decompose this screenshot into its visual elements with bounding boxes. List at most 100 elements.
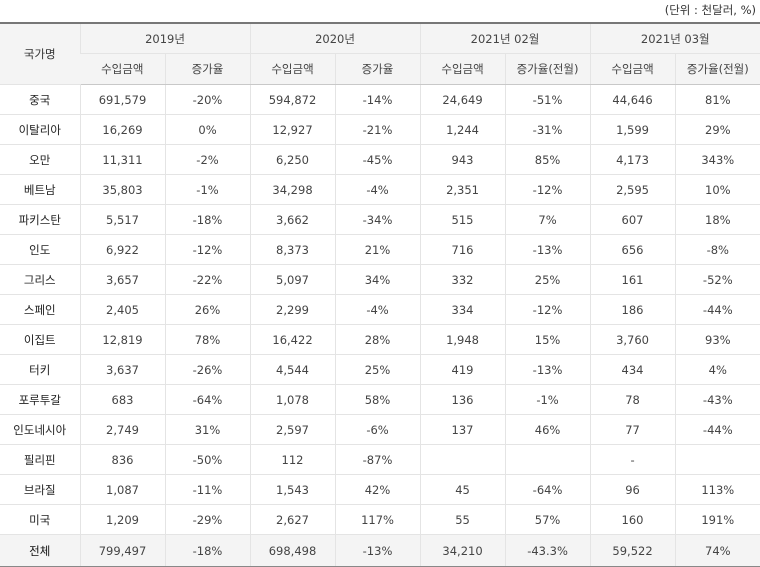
growth-rate-cell: -51%: [504, 84, 591, 115]
import-amount-cell: 1,244: [419, 114, 506, 145]
subheader-growth-rate: 증가율(전월): [504, 53, 591, 85]
growth-rate-cell: 15%: [504, 324, 591, 355]
table-row: 스페인 2,405 26% 2,299 -4% 334 -12% 186 -44%: [0, 294, 760, 325]
import-amount-cell: 59,522: [589, 534, 676, 567]
import-amount-cell: 1,209: [79, 504, 165, 535]
growth-rate-cell: -4%: [334, 174, 421, 205]
growth-rate-cell: -43%: [674, 384, 760, 415]
import-amount-cell: 34,298: [249, 174, 336, 205]
country-name: 오만: [0, 144, 80, 175]
country-name: 이탈리아: [0, 114, 80, 145]
growth-rate-cell: -43.3%: [504, 534, 591, 567]
growth-rate-cell: 85%: [504, 144, 591, 175]
import-amount-cell: 799,497: [79, 534, 165, 567]
country-name: 스페인: [0, 294, 80, 325]
table-row: 포루투갈 683 -64% 1,078 58% 136 -1% 78 -43%: [0, 384, 760, 415]
subheader-growth-rate: 증가율(전월): [674, 53, 760, 85]
growth-rate-cell: -6%: [334, 414, 421, 445]
growth-rate-cell: 78%: [164, 324, 251, 355]
growth-rate-cell: -13%: [334, 534, 421, 567]
import-amount-cell: 607: [589, 204, 676, 235]
import-amount-cell: 4,544: [249, 354, 336, 385]
import-amount-cell: 2,627: [249, 504, 336, 535]
country-name: 인도네시아: [0, 414, 80, 445]
growth-rate-cell: 10%: [674, 174, 760, 205]
growth-rate-cell: 42%: [334, 474, 421, 505]
growth-rate-cell: 25%: [504, 264, 591, 295]
import-amount-cell: 698,498: [249, 534, 336, 567]
import-amount-cell: 434: [589, 354, 676, 385]
import-amount-cell: 45: [419, 474, 506, 505]
growth-rate-cell: 26%: [164, 294, 251, 325]
import-amount-cell: -: [589, 444, 676, 475]
import-amount-cell: 160: [589, 504, 676, 535]
growth-rate-cell: -44%: [674, 414, 760, 445]
period-header: 2019년: [79, 22, 251, 54]
import-amount-cell: 1,543: [249, 474, 336, 505]
country-name: 중국: [0, 84, 80, 115]
period-header: 2020년: [249, 22, 421, 54]
growth-rate-cell: 57%: [504, 504, 591, 535]
import-amount-cell: 2,749: [79, 414, 165, 445]
import-amount-cell: 112: [249, 444, 336, 475]
import-amount-cell: 2,405: [79, 294, 165, 325]
import-amount-cell: 77: [589, 414, 676, 445]
growth-rate-cell: -20%: [164, 84, 251, 115]
import-amount-cell: 1,087: [79, 474, 165, 505]
growth-rate-cell: -12%: [164, 234, 251, 265]
import-amount-cell: 16,269: [79, 114, 165, 145]
growth-rate-cell: 34%: [334, 264, 421, 295]
period-header: 2021년 02월: [419, 22, 591, 54]
table-row: 필리핀 836 -50% 112 -87% -: [0, 444, 760, 475]
growth-rate-cell: [674, 444, 760, 475]
growth-rate-cell: 117%: [334, 504, 421, 535]
country-column-header: 국가명: [0, 22, 80, 85]
subheader-import-amount: 수입금액: [80, 53, 165, 85]
growth-rate-cell: 29%: [674, 114, 760, 145]
period-header: 2021년 03월: [589, 22, 760, 54]
import-amount-cell: 1,599: [589, 114, 676, 145]
growth-rate-cell: 81%: [674, 84, 760, 115]
growth-rate-cell: -12%: [504, 294, 591, 325]
import-amount-cell: 2,299: [249, 294, 336, 325]
import-amount-cell: 12,927: [249, 114, 336, 145]
import-amount-cell: 6,922: [79, 234, 165, 265]
growth-rate-cell: 0%: [164, 114, 251, 145]
growth-rate-cell: 28%: [334, 324, 421, 355]
import-amount-cell: 44,646: [589, 84, 676, 115]
growth-rate-cell: -34%: [334, 204, 421, 235]
table-row: 브라질 1,087 -11% 1,543 42% 45 -64% 96 113%: [0, 474, 760, 505]
import-amount-cell: 515: [419, 204, 506, 235]
growth-rate-cell: 31%: [164, 414, 251, 445]
import-amount-cell: 1,078: [249, 384, 336, 415]
growth-rate-cell: -13%: [504, 354, 591, 385]
country-name: 파키스탄: [0, 204, 80, 235]
table-row: 미국 1,209 -29% 2,627 117% 55 57% 160 191%: [0, 504, 760, 535]
growth-rate-cell: -14%: [334, 84, 421, 115]
table-row: 오만 11,311 -2% 6,250 -45% 943 85% 4,173 343%: [0, 144, 760, 175]
import-amount-cell: 136: [419, 384, 506, 415]
country-name: 터키: [0, 354, 80, 385]
table-row: 인도네시아 2,749 31% 2,597 -6% 137 46% 77 -44%: [0, 414, 760, 445]
import-amount-cell: 8,373: [249, 234, 336, 265]
import-amount-cell: 186: [589, 294, 676, 325]
unit-note: (단위 : 천달러, %): [664, 3, 756, 17]
country-name: 베트남: [0, 174, 80, 205]
growth-rate-cell: -45%: [334, 144, 421, 175]
growth-rate-cell: -29%: [164, 504, 251, 535]
import-amount-cell: 943: [419, 144, 506, 175]
subheader-import-amount: 수입금액: [419, 53, 506, 85]
country-name: 포루투갈: [0, 384, 80, 415]
growth-rate-cell: -13%: [504, 234, 591, 265]
import-amount-cell: 419: [419, 354, 506, 385]
import-amount-cell: 96: [589, 474, 676, 505]
import-amount-cell: 656: [589, 234, 676, 265]
growth-rate-cell: 191%: [674, 504, 760, 535]
import-amount-cell: 16,422: [249, 324, 336, 355]
growth-rate-cell: 113%: [674, 474, 760, 505]
import-amount-cell: 78: [589, 384, 676, 415]
growth-rate-cell: -18%: [164, 204, 251, 235]
import-amount-cell: 683: [79, 384, 165, 415]
import-amount-cell: 55: [419, 504, 506, 535]
growth-rate-cell: 25%: [334, 354, 421, 385]
